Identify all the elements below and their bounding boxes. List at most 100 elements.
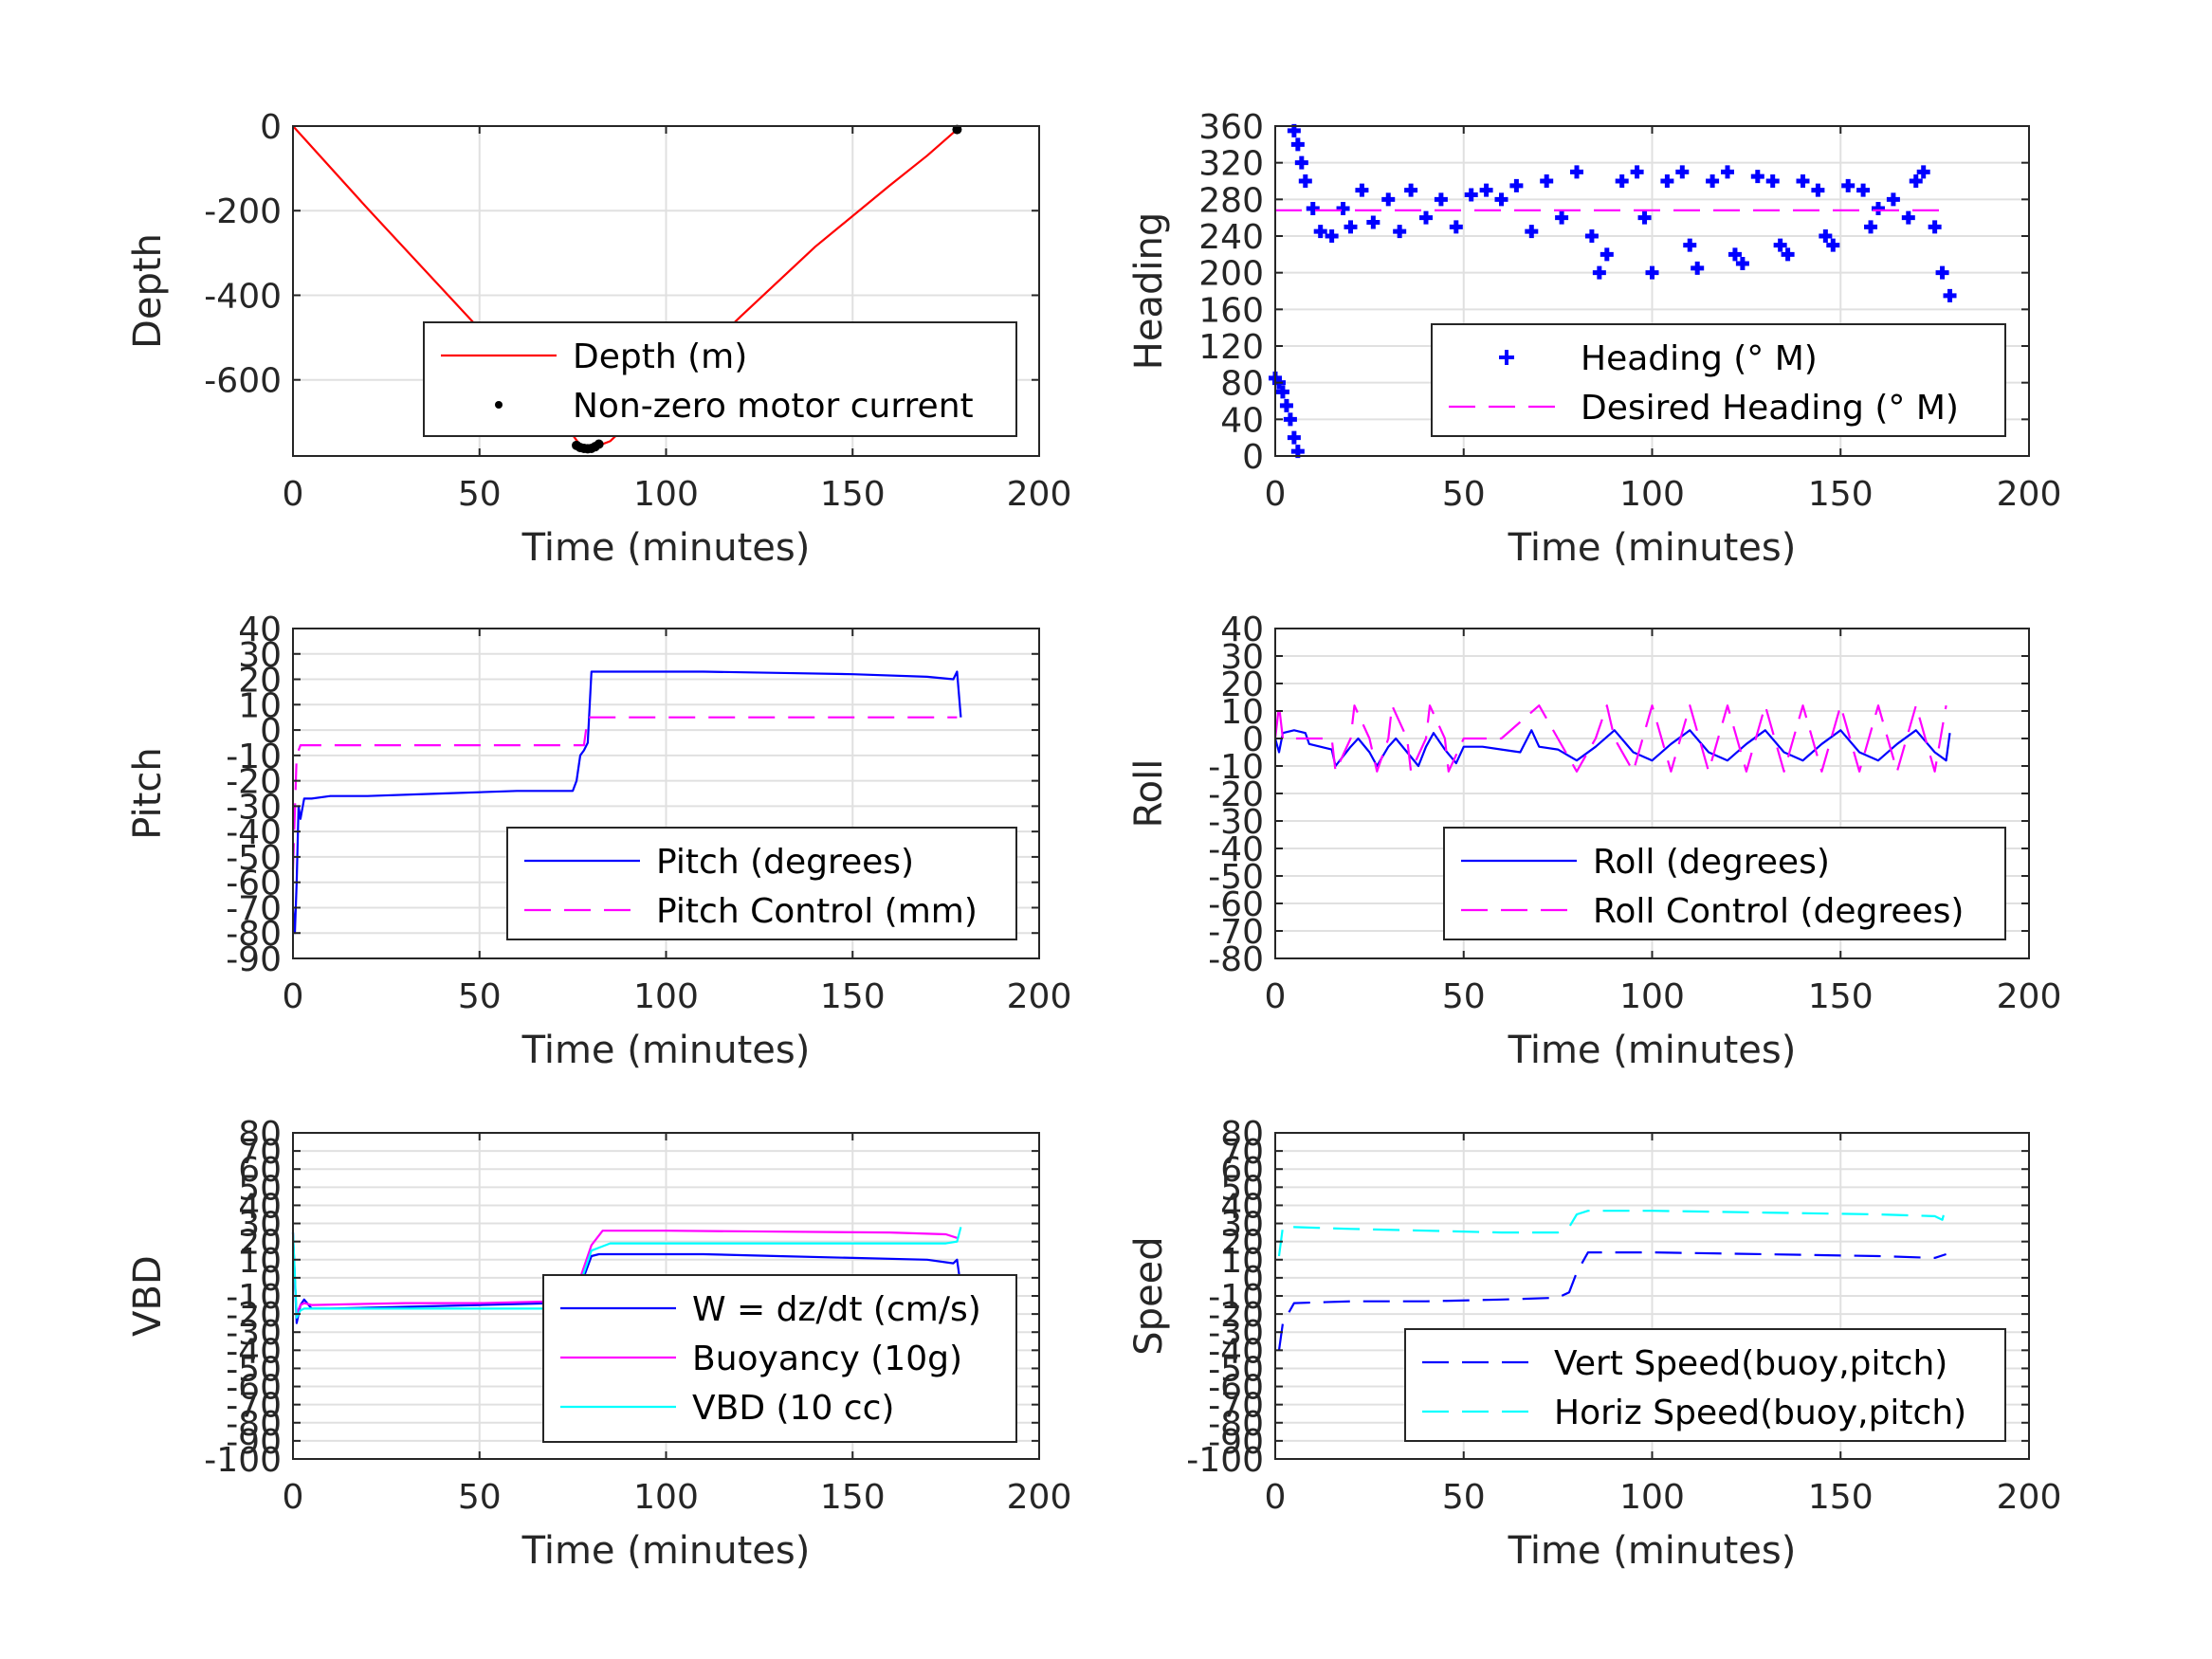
y-tick-label: 30 [1220, 1206, 1264, 1245]
y-tick-label: 200 [1198, 255, 1264, 294]
series-point [1856, 183, 1871, 197]
y-tick-label: -90 [226, 940, 282, 979]
x-tick-label: 200 [1007, 1478, 1072, 1517]
series-point [1750, 170, 1764, 184]
y-tick-label: 40 [238, 1187, 282, 1226]
y-tick-label: 240 [1198, 218, 1264, 257]
y-tick-label: 40 [1220, 1187, 1264, 1226]
legend-label: Roll (degrees) [1593, 843, 1830, 882]
legend-label: Depth (m) [573, 337, 747, 376]
series-point [1419, 210, 1433, 225]
legend: Heading (° M) Desired Heading (° M) [1431, 323, 2006, 437]
y-tick-label: 20 [1220, 1224, 1264, 1263]
series-point [1660, 174, 1674, 188]
y-tick-label: -50 [226, 1350, 282, 1389]
x-tick-label: 200 [1007, 977, 1072, 1016]
chart-depth: 0 50 100 150 200 0 -200 -400 -600 Time (minutes) D… [126, 108, 1071, 570]
y-tick-label: 0 [260, 712, 282, 751]
y-tick-label: 10 [238, 1242, 282, 1281]
x-tick-label: 200 [1007, 475, 1072, 514]
series-point [1393, 225, 1407, 239]
x-tick-label: 50 [1442, 1478, 1486, 1517]
x-tick-label: 100 [633, 475, 699, 514]
series-point [1404, 183, 1418, 197]
x-tick-label: 50 [1442, 475, 1486, 514]
x-tick-label: 0 [1265, 977, 1287, 1016]
y-tick-label: -70 [1208, 1387, 1264, 1426]
y-tick-label: 20 [1220, 665, 1264, 704]
y-tick-label: 80 [1220, 1115, 1264, 1154]
y-tick-label: 160 [1198, 291, 1264, 330]
x-axis-label: Time (minutes) [1508, 1529, 1797, 1573]
y-tick-label: 60 [1220, 1151, 1264, 1190]
series-point [1449, 220, 1463, 234]
y-tick-label: 0 [1242, 720, 1264, 759]
y-tick-label: -30 [226, 1314, 282, 1353]
legend-label: Heading (° M) [1581, 339, 1818, 378]
x-axis-label: Time (minutes) [1508, 1029, 1797, 1072]
y-tick-label: -40 [226, 813, 282, 852]
series-point [1355, 183, 1369, 197]
series-line-1 [291, 716, 958, 870]
series-point [1706, 174, 1720, 188]
y-tick-label: -90 [226, 1423, 282, 1462]
x-tick-label: 50 [458, 475, 502, 514]
y-axis-label: Roll [1127, 759, 1171, 829]
series-point [1279, 398, 1293, 412]
series-point [1555, 210, 1569, 225]
y-tick-label: 0 [260, 108, 282, 147]
x-tick-label: 100 [633, 1478, 699, 1517]
y-tick-label: 360 [1198, 108, 1264, 147]
y-tick-label: -60 [226, 1369, 282, 1408]
x-tick-label: 200 [1997, 475, 2062, 514]
y-tick-label: -10 [226, 1278, 282, 1317]
legend-label: VBD (10 cc) [692, 1389, 894, 1428]
y-tick-label: -20 [226, 763, 282, 802]
series-point [1434, 192, 1448, 207]
series-point [1683, 238, 1697, 252]
legend-label: W = dz/dt (cm/s) [692, 1290, 981, 1329]
y-tick-label: -20 [226, 1296, 282, 1335]
series-point [1943, 288, 1957, 302]
legend: Pitch (degrees) Pitch Control (mm) [506, 827, 1017, 940]
series-point [1570, 165, 1583, 179]
y-tick-label: -400 [204, 277, 282, 316]
legend-box [1443, 827, 2006, 940]
series-point [1298, 174, 1312, 188]
series-line-0 [1273, 729, 1951, 768]
series-point [1313, 225, 1327, 239]
y-tick-label: 280 [1198, 181, 1264, 220]
x-tick-label: 0 [1265, 1478, 1287, 1517]
y-tick-label: -200 [204, 192, 282, 231]
y-axis-label: VBD [126, 1255, 170, 1337]
y-tick-label: 20 [238, 662, 282, 701]
y-tick-label: -20 [1208, 1296, 1264, 1335]
y-tick-label: -10 [1208, 748, 1264, 787]
y-tick-label: 10 [238, 686, 282, 725]
y-tick-label: -80 [1208, 1405, 1264, 1444]
y-axis-label: Depth [126, 233, 170, 349]
y-tick-label: 30 [1220, 638, 1264, 677]
series-point [1615, 174, 1629, 188]
y-tick-label: 10 [1220, 1242, 1264, 1281]
y-tick-label: -80 [1208, 940, 1264, 979]
y-tick-label: -50 [1208, 858, 1264, 897]
y-tick-label: -20 [1208, 775, 1264, 814]
series-point [594, 439, 604, 449]
y-tick-label: -60 [1208, 1369, 1264, 1408]
series-point [1494, 192, 1508, 207]
x-tick-label: 100 [1619, 475, 1685, 514]
series-point [1287, 430, 1301, 445]
series-point [1540, 174, 1554, 188]
series-line-0 [1277, 1250, 1947, 1351]
y-tick-label: -80 [226, 1405, 282, 1444]
y-tick-label: 120 [1198, 328, 1264, 367]
legend-label: Pitch (degrees) [656, 843, 914, 882]
x-tick-label: 150 [820, 977, 886, 1016]
series-point [1509, 178, 1524, 192]
x-tick-label: 0 [283, 475, 304, 514]
x-tick-label: 100 [1619, 1478, 1685, 1517]
series-point [1294, 155, 1308, 170]
series-point [1841, 178, 1856, 192]
y-tick-label: -70 [226, 889, 282, 928]
